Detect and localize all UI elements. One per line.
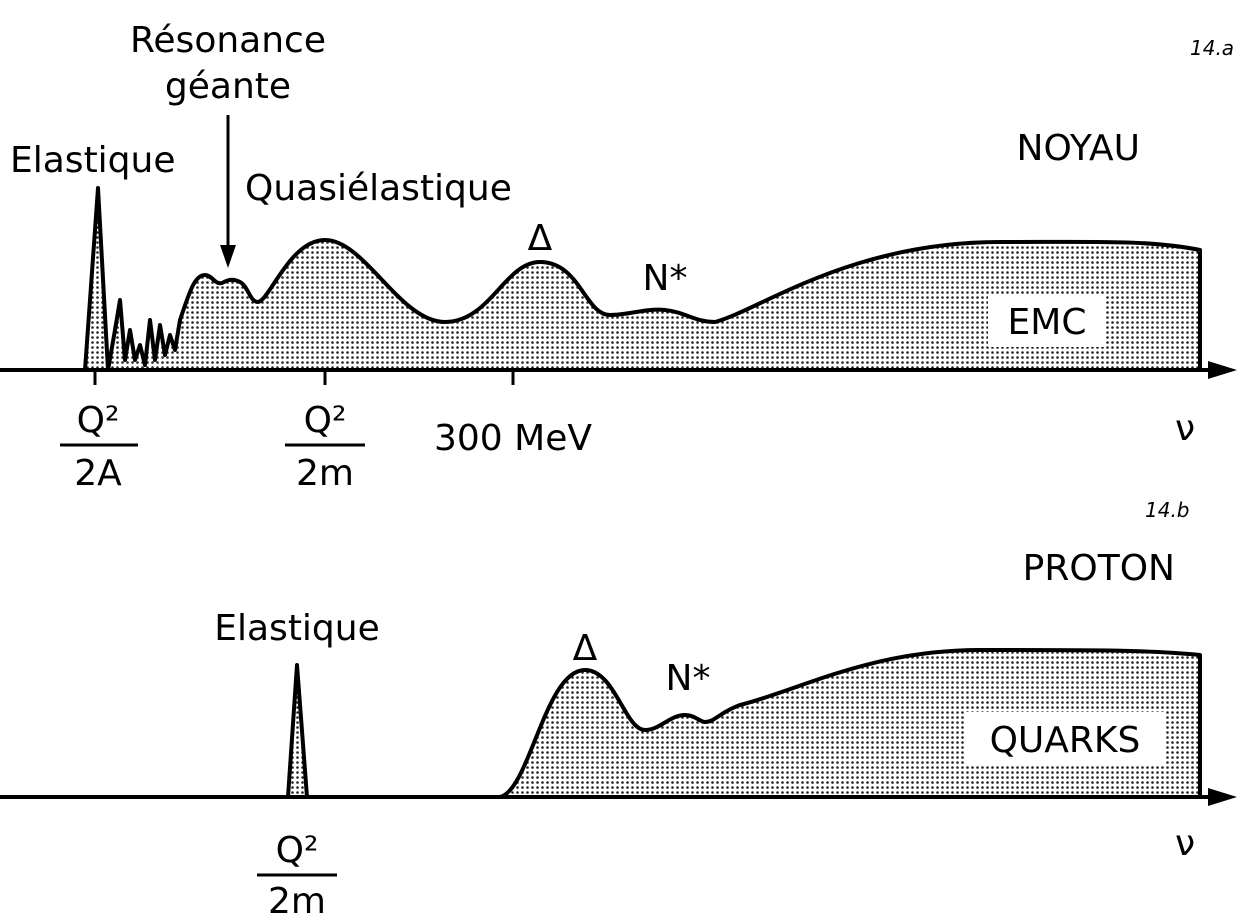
title: PROTON xyxy=(1023,548,1175,589)
axis-arrow xyxy=(1208,788,1237,806)
tick-numerator: Q² xyxy=(304,400,347,441)
annotation: N* xyxy=(666,658,711,699)
annotation: Quasiélastique xyxy=(245,168,512,209)
annotation: Résonance xyxy=(130,20,326,61)
axis-arrow xyxy=(1208,361,1237,379)
annotation: Elastique xyxy=(214,608,380,649)
tick-numerator: Q² xyxy=(276,830,319,871)
emc-box xyxy=(988,295,1106,347)
annotation: Δ xyxy=(528,218,553,259)
panel-a: 14.a NOYAU Elastique Résonance géante Qu… xyxy=(0,20,1237,494)
tick-denominator: 2m xyxy=(296,453,354,494)
figure-label: 14.b xyxy=(1145,498,1190,522)
arrow-head xyxy=(220,245,236,268)
title: NOYAU xyxy=(1017,128,1140,169)
annotation: Elastique xyxy=(10,140,176,181)
axis-label: ν xyxy=(1175,408,1195,449)
annotation: Δ xyxy=(573,628,598,669)
annotation: N* xyxy=(643,258,688,299)
tick-numerator: Q² xyxy=(77,400,120,441)
tick-denominator: 2m xyxy=(268,881,326,920)
nucleus-spectrum xyxy=(83,186,1202,372)
tick-label: 300 MeV xyxy=(434,418,592,459)
panel-b: 14.b PROTON Elastique Δ N* QUARKS Q² 2m … xyxy=(0,498,1237,920)
tick-denominator: 2A xyxy=(74,453,122,494)
annotation: EMC xyxy=(1008,302,1087,343)
figure-label: 14.a xyxy=(1190,36,1234,60)
annotation: QUARKS xyxy=(990,720,1141,761)
axis-label: ν xyxy=(1175,823,1195,864)
elastic-peak xyxy=(286,663,309,799)
annotation: géante xyxy=(165,66,291,107)
quarks-box xyxy=(965,712,1165,764)
